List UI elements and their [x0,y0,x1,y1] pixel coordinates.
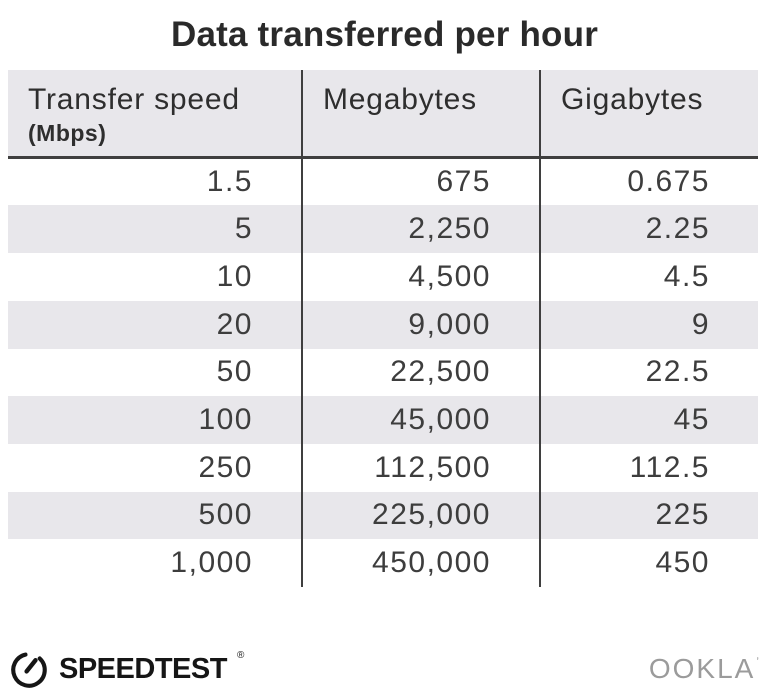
table-cell: 100 [8,396,302,444]
table-cell: 2,250 [301,205,540,254]
ookla-trademark-mark: ʼ [756,655,759,669]
table-cell: 45,000 [301,396,540,444]
table-cell: 4,500 [301,253,540,301]
table-body: 1.5 675 0.675 5 2,250 2.25 10 4,500 4.5 20 9,000 9 5… [8,157,758,587]
table-cell: 112.5 [539,443,758,492]
col-header-gigabytes: Gigabytes [539,69,758,160]
col-header-label: Transfer speed [28,82,240,116]
table-cell: 2.25 [539,205,758,254]
table-cell: 250 [8,443,302,492]
table-row: 500 225,000 225 [8,491,758,540]
table-row: 250 112,500 112.5 [8,443,758,492]
table-cell: 1.5 [8,157,302,206]
table-cell: 500 [8,491,302,540]
table-row: 1.5 675 0.675 [8,157,758,206]
table-cell: 112,500 [301,443,540,492]
col-header-megabytes: Megabytes [301,69,540,160]
speedtest-logo: SPEEDTEST ® [8,648,244,690]
table-cell: 450 [539,539,758,587]
table-cell: 1,000 [8,539,302,587]
header-row: Transfer speed (Mbps) Megabytes Gigabyte… [8,69,758,160]
registered-trademark-mark: ® [236,650,245,661]
table-cell: 9,000 [301,300,540,349]
footer: SPEEDTEST ® OOKLA ʼ [8,646,759,692]
table-cell: 450,000 [301,539,540,587]
table-cell: 10 [8,253,302,301]
table-cell: 225,000 [301,491,540,540]
speedtest-wordmark: SPEEDTEST [59,652,227,685]
page-title: Data transferred per hour [170,15,599,54]
col-header-transfer-speed: Transfer speed (Mbps) [8,69,302,160]
table-cell: 0.675 [539,157,758,206]
table-cell: 22.5 [539,348,758,397]
table-cell: 9 [539,300,758,349]
table-row: 1,000 450,000 450 [8,539,758,587]
col-header-label: Megabytes [323,82,477,116]
table-cell: 22,500 [301,348,540,397]
table-row: 50 22,500 22.5 [8,348,758,397]
table-row: 20 9,000 9 [8,300,758,349]
table-cell: 225 [539,491,758,540]
table-row: 100 45,000 45 [8,396,758,444]
col-header-label: Gigabytes [561,82,704,116]
table-cell: 45 [539,396,758,444]
table-cell: 50 [8,348,302,397]
data-table: Transfer speed (Mbps) Megabytes Gigabyte… [8,69,758,587]
table-cell: 4.5 [539,253,758,301]
col-header-sublabel: (Mbps) [28,119,107,146]
table-cell: 675 [301,157,540,206]
speedtest-gauge-icon [11,652,47,688]
table-row: 5 2,250 2.25 [8,205,758,254]
table-cell: 5 [8,205,302,254]
table-cell: 20 [8,300,302,349]
ookla-wordmark: OOKLA [648,653,756,684]
ookla-logo: OOKLA ʼ [649,655,759,683]
table-row: 10 4,500 4.5 [8,253,758,301]
